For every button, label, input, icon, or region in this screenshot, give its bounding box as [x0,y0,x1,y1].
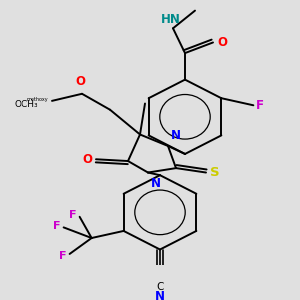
Text: OCH₃: OCH₃ [14,100,38,109]
Text: F: F [256,99,264,112]
Text: F: F [59,251,67,261]
Text: F: F [69,210,76,220]
Text: N: N [171,129,181,142]
Text: methoxy: methoxy [26,97,48,102]
Text: N: N [151,177,161,190]
Text: O: O [75,76,85,88]
Text: HN: HN [161,13,181,26]
Text: F: F [53,220,61,231]
Text: N: N [155,290,165,300]
Text: S: S [210,166,220,179]
Text: O: O [82,153,92,166]
Text: O: O [217,36,227,49]
Text: C: C [156,282,164,292]
